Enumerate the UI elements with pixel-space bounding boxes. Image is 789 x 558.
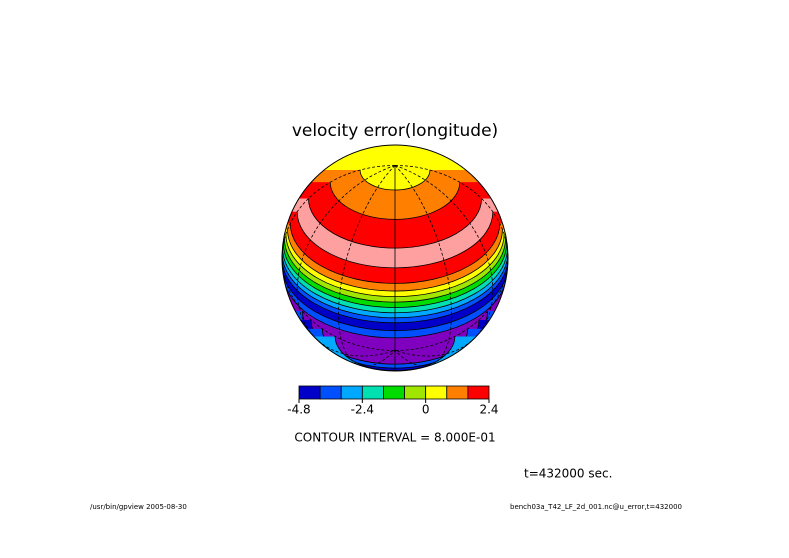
contour-interval: CONTOUR INTERVAL = 8.000E-01 xyxy=(294,431,495,445)
colorbar-box xyxy=(340,385,363,400)
colorbar-box xyxy=(467,385,490,400)
globe xyxy=(282,145,508,371)
colorbar-box xyxy=(383,385,405,400)
globe-outline xyxy=(281,144,509,372)
footer-right: bench03a_T42_LF_2d_001.nc@u_error,t=4320… xyxy=(510,503,682,511)
x-tick-label: -2.4 xyxy=(351,403,374,417)
colorbar-box xyxy=(361,385,384,400)
colorbar-box xyxy=(319,385,342,400)
meridian xyxy=(282,165,396,351)
meridian xyxy=(394,165,508,351)
colorbar-box xyxy=(404,385,427,400)
time-label: t=432000 sec. xyxy=(524,467,612,481)
meridian xyxy=(296,165,396,357)
meridian xyxy=(338,165,396,367)
x-tick-label: 0 xyxy=(422,403,430,417)
meridian xyxy=(394,165,494,357)
x-tick-label: 2.4 xyxy=(479,403,498,417)
colorbar-box xyxy=(425,385,448,400)
footer-left: /usr/bin/gpview 2005-08-30 xyxy=(90,503,187,511)
chart-title: velocity error(longitude) xyxy=(292,121,498,141)
colorbar-box xyxy=(446,385,469,400)
meridian xyxy=(394,165,452,367)
x-tick-label: -4.8 xyxy=(287,403,310,417)
colorbar-box xyxy=(298,385,321,400)
